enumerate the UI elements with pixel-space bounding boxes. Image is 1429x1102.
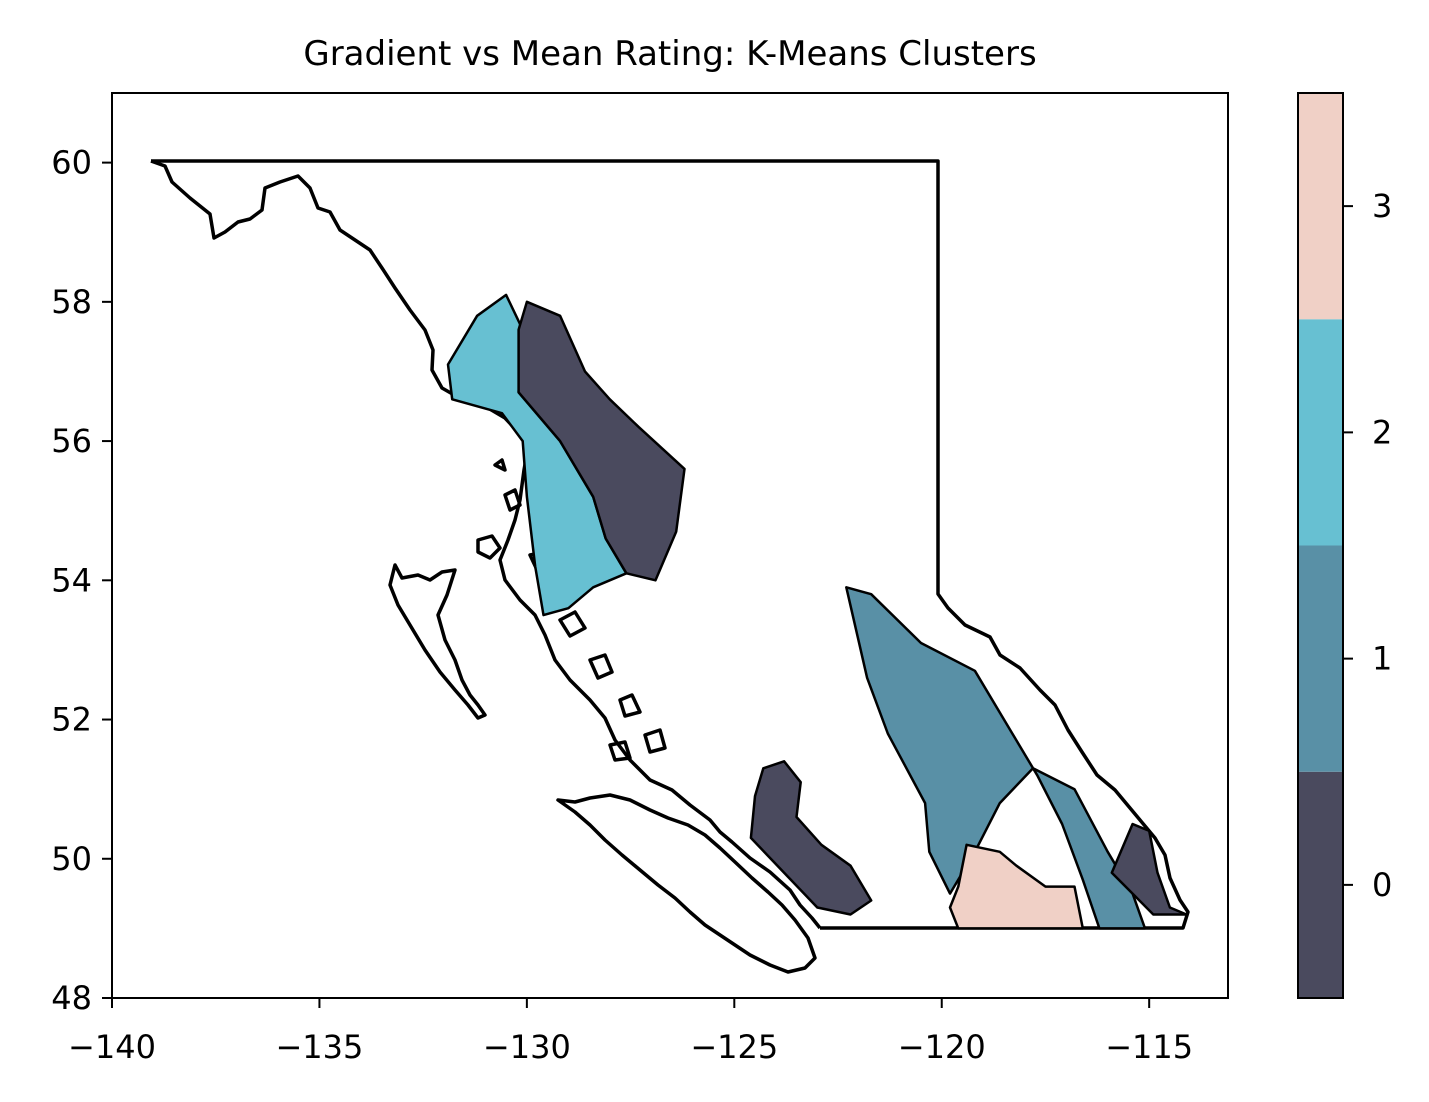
plot-frame [111,92,1229,999]
colorbar-tick-label: 2 [1372,413,1392,451]
region-cluster-0-5 [1110,822,1188,916]
colorbar-tick-label: 1 [1372,640,1392,678]
y-tick-label: 56 [51,422,92,460]
colorbar: 0 1 2 3 [1297,92,1392,999]
island-haida-gwaii [388,563,487,720]
y-tick-label: 50 [51,840,92,878]
colorbar-ticks: 0 1 2 3 [1343,187,1392,904]
x-tick-label: −140 [68,1028,156,1066]
chart-title: Gradient vs Mean Rating: K-Means Cluster… [303,34,1036,74]
colorbar-blocks [1298,93,1343,998]
colorbar-block-3 [1298,93,1343,320]
region-cluster-0-2 [749,760,873,916]
colorbar-block-0 [1298,771,1343,998]
x-tick-label: −125 [690,1028,778,1066]
region-cluster-0-1 [517,300,686,582]
y-tick-label: 58 [51,283,92,321]
y-axis: 48 50 52 54 56 58 60 [51,144,112,1017]
x-tick-label: −115 [1105,1028,1193,1066]
x-tick-label: −135 [275,1028,363,1066]
colorbar-frame [1297,92,1344,999]
x-tick-label: −120 [898,1028,986,1066]
y-tick-label: 48 [51,979,92,1017]
colorbar-tick-label: 3 [1372,187,1392,225]
y-tick-label: 54 [51,561,92,599]
x-tick-label: −130 [483,1028,571,1066]
boundary-north-east [151,159,1190,930]
colorbar-block-2 [1298,319,1343,546]
y-tick-label: 60 [51,144,92,182]
x-axis: −140 −135 −130 −125 −120 −115 [68,998,1193,1066]
y-tick-label: 52 [51,701,92,739]
colorbar-block-1 [1298,545,1343,772]
colorbar-tick-label: 0 [1372,866,1392,904]
island-vancouver [556,793,817,974]
plot-area [111,92,1229,999]
region-cluster-3-4 [948,843,1085,930]
cluster-regions [446,293,1188,930]
